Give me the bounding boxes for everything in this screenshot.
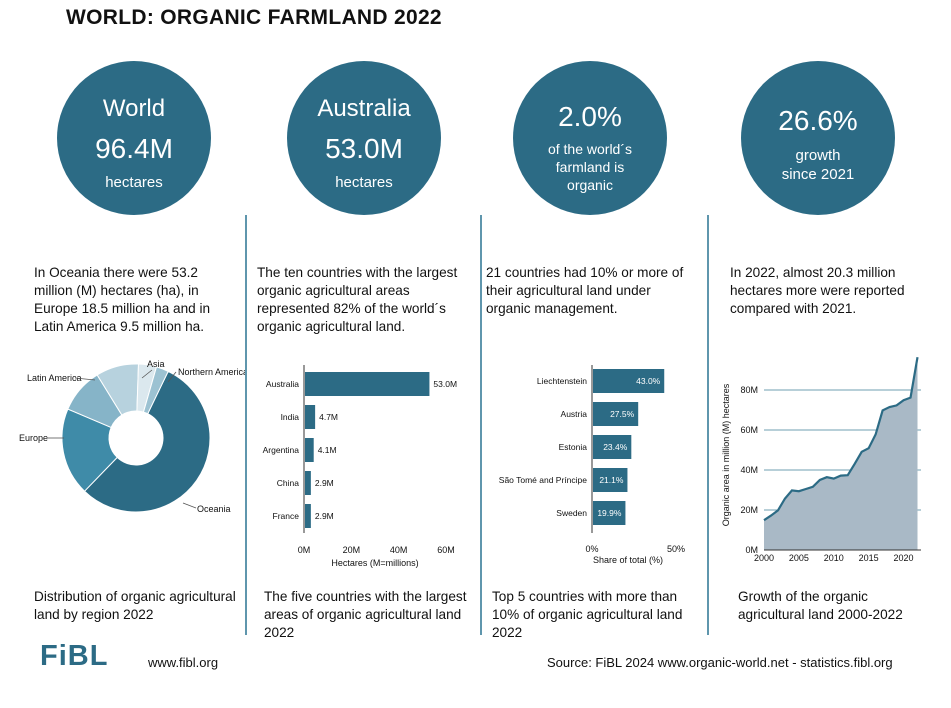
circle-label: Australia <box>317 95 411 122</box>
world-total-circle: World 96.4M hectares <box>57 61 211 215</box>
growth-area-chart: 0M 20M 40M 60M 80M 2000 2005 2010 2015 2020 Organ… <box>721 357 921 563</box>
area-line <box>763 357 919 522</box>
bar-value-label: 53.0M <box>433 379 457 389</box>
bar-value-label: 4.1M <box>318 445 337 455</box>
pie-label-latin-america: Latin America <box>27 373 82 383</box>
pie-slice-africa <box>142 366 169 415</box>
column-divider <box>480 215 482 635</box>
pie-label-oceania: Oceania <box>197 504 231 514</box>
bar-category-label: Sweden <box>556 508 587 518</box>
circle-text: growth <box>795 147 841 164</box>
x-tick-label: 2005 <box>789 553 809 563</box>
circle-text: of the world´s <box>547 141 633 157</box>
x-tick-label: 2000 <box>754 553 774 563</box>
y-axis-label: Organic area in million (M) hectares <box>721 383 731 526</box>
pie-slice-europe <box>61 408 118 492</box>
description-growth: In 2022, almost 20.3 million hectares mo… <box>730 265 905 316</box>
caption-regions: Distribution of organic agricultural lan… <box>34 589 236 622</box>
bar-value-label: 4.7M <box>319 412 338 422</box>
circle-unit: hectares <box>335 174 393 191</box>
bar-france <box>305 504 311 528</box>
x-tick-label: 0M <box>298 545 311 555</box>
pie-label-asia: Asia <box>147 359 165 369</box>
bar-argentina <box>305 438 314 462</box>
x-axis-label: Share of total (%) <box>593 555 663 565</box>
bar-value-label: 43.0% <box>636 376 661 386</box>
bar-category-label: France <box>273 511 300 521</box>
bar-value-label: 27.5% <box>610 409 635 419</box>
bar-category-label: Australia <box>266 379 299 389</box>
x-tick-label: 2020 <box>894 553 914 563</box>
bar-category-label: Liechtenstein <box>537 376 587 386</box>
circle-text: since 2021 <box>781 166 855 183</box>
bar-s-o-tom-and-pr-ncipe <box>593 468 628 492</box>
y-tick-label: 80M <box>740 385 758 395</box>
bar-category-label: Estonia <box>559 442 588 452</box>
y-tick-label: 40M <box>740 465 758 475</box>
bar-value-label: 19.9% <box>597 508 622 518</box>
bar-category-label: India <box>281 412 300 422</box>
bar-value-label: 23.4% <box>603 442 628 452</box>
share-circle: 2.0% of the world´s farmland is organic <box>513 61 667 215</box>
caption-share: Top 5 countries with more than 10% of or… <box>492 589 683 640</box>
pie-slice-oceania <box>83 370 211 513</box>
australia-total-circle: Australia 53.0M hectares <box>287 61 441 215</box>
bar-value-label: 2.9M <box>315 478 334 488</box>
top-share-bar-chart: Liechtenstein 43.0% Austria 27.5% Estonia 23.… <box>499 365 685 565</box>
growth-circle: 26.6% growth since 2021 <box>741 61 895 215</box>
region-donut-chart: Latin America Asia Northern America Euro… <box>19 359 245 514</box>
x-tick-label: 2015 <box>859 553 879 563</box>
pie-label-northern-america: Northern America <box>178 367 245 377</box>
bar-value-label: 21.1% <box>599 475 624 485</box>
y-tick-label: 60M <box>740 425 758 435</box>
description-share: 21 countries had 10% or more of their ag… <box>486 265 684 316</box>
circle-value: 96.4M <box>95 133 173 164</box>
bar-category-label: Argentina <box>263 445 300 455</box>
x-tick-label: 40M <box>390 545 408 555</box>
description-regions: In Oceania there were 53.2 million (M) h… <box>34 265 211 334</box>
bar-category-label: São Tomé and Príncipe <box>499 475 587 485</box>
top-countries-bar-chart: Australia 53.0M India 4.7M Argentina 4.1M Chin… <box>263 365 457 568</box>
y-tick-label: 20M <box>740 505 758 515</box>
bar-estonia <box>593 435 632 459</box>
bar-category-label: China <box>277 478 299 488</box>
fibl-logo: FiBL <box>40 640 109 672</box>
column-divider <box>245 215 247 635</box>
bar-india <box>305 405 316 429</box>
bar-category-label: Austria <box>561 409 588 419</box>
bar-liechtenstein <box>593 369 665 393</box>
x-tick-label: 50% <box>667 544 685 554</box>
bar-china <box>305 471 311 495</box>
source-note: Source: FiBL 2024 www.organic-world.net … <box>547 655 893 670</box>
description-top-countries: The ten countries with the largest organ… <box>257 265 458 334</box>
x-tick-label: 2010 <box>824 553 844 563</box>
circle-text: farmland is <box>555 159 625 175</box>
x-tick-label: 20M <box>343 545 361 555</box>
y-tick-label: 0M <box>745 545 758 555</box>
bar-austria <box>593 402 639 426</box>
circle-value: 26.6% <box>778 105 858 136</box>
x-tick-label: 0% <box>585 544 598 554</box>
website-link[interactable]: www.fibl.org <box>148 655 219 670</box>
circle-value: 53.0M <box>325 133 403 164</box>
pie-labels: Latin America Asia Northern America Euro… <box>19 359 245 514</box>
circle-value: 2.0% <box>558 101 622 132</box>
x-tick-label: 60M <box>437 545 455 555</box>
pie-label-europe: Europe <box>19 433 48 443</box>
page-title: WORLD: ORGANIC FARMLAND 2022 <box>66 6 442 29</box>
circle-label: World <box>102 95 166 122</box>
bar-sweden <box>593 501 626 525</box>
caption-top-countries: The five countries with the largest area… <box>264 589 467 640</box>
bar-australia <box>305 372 430 396</box>
circle-text: organic <box>567 177 613 193</box>
area-fill <box>764 357 918 550</box>
column-divider <box>707 215 709 635</box>
bar-value-label: 2.9M <box>315 511 334 521</box>
caption-growth: Growth of the organic agricultural land … <box>738 589 903 622</box>
x-axis-label: Hectares (M=millions) <box>331 558 418 568</box>
circle-unit: hectares <box>105 174 163 191</box>
